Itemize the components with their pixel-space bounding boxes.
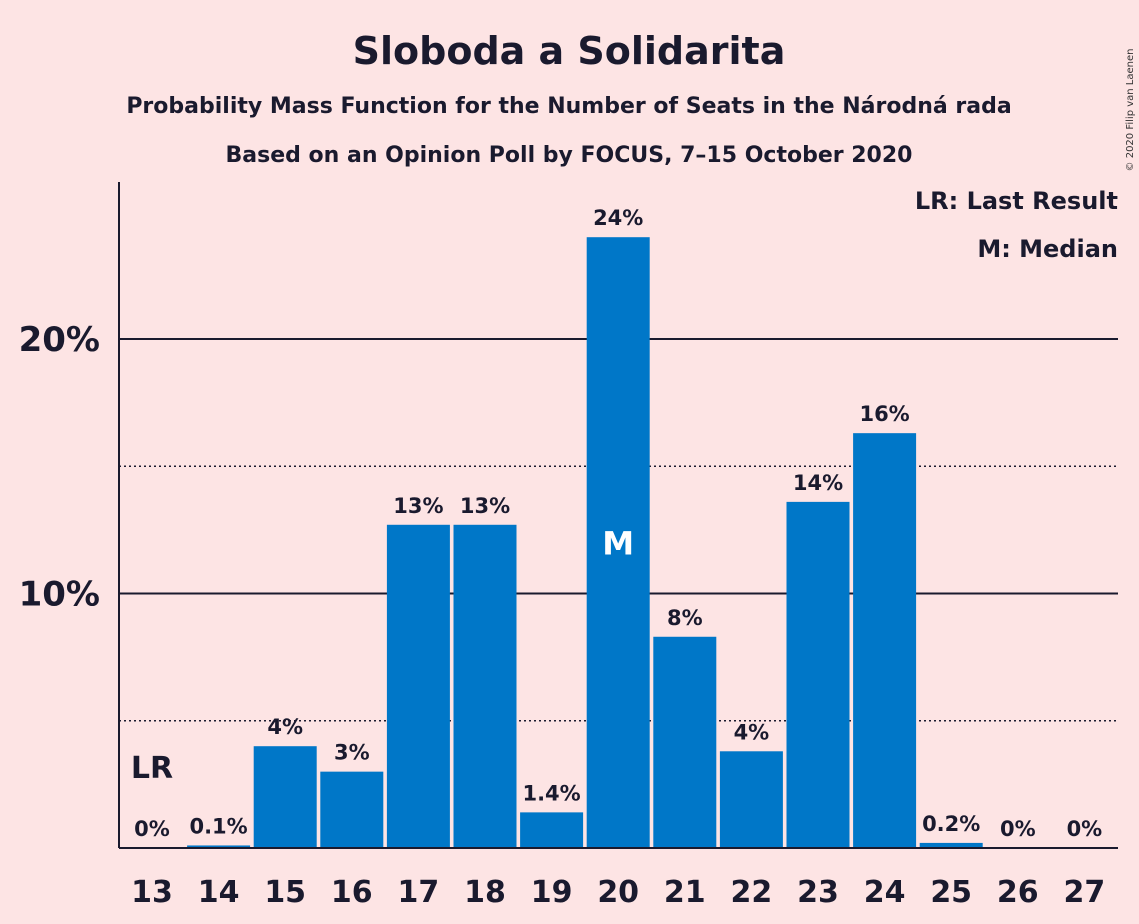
- bar-24: [853, 433, 917, 848]
- y-tick-label-1: 20%: [19, 320, 100, 360]
- x-tick-label-22: 22: [731, 875, 773, 910]
- data-label-18: 13%: [460, 494, 510, 518]
- bar-14: [187, 845, 251, 848]
- x-tick-label-19: 19: [531, 875, 573, 910]
- data-label-13: 0%: [134, 817, 170, 841]
- data-label-24: 16%: [859, 402, 909, 426]
- legend-median: M: Median: [977, 235, 1118, 263]
- bar-23: [786, 501, 850, 848]
- x-tick-label-18: 18: [464, 875, 506, 910]
- bar-18: [453, 524, 517, 848]
- legend-last-result: LR: Last Result: [915, 187, 1118, 215]
- y-axis-ticks: 10% 20%: [19, 320, 100, 615]
- x-tick-label-14: 14: [198, 875, 240, 910]
- data-label-27: 0%: [1067, 817, 1103, 841]
- bar-17: [386, 524, 450, 848]
- data-label-25: 0.2%: [922, 812, 980, 836]
- bar-16: [320, 771, 384, 848]
- x-tick-label-21: 21: [664, 875, 706, 910]
- x-axis-ticks: 13 14 15 16 17 18 19 20 21 22 23 24 25 26 27: [131, 875, 1105, 910]
- bar-15: [253, 746, 317, 848]
- x-tick-label-23: 23: [797, 875, 839, 910]
- chart-subtitle: Probability Mass Function for the Number…: [126, 94, 1011, 119]
- x-tick-label-16: 16: [331, 875, 373, 910]
- bar-22: [719, 751, 783, 848]
- data-label-14: 0.1%: [189, 814, 247, 838]
- data-label-21: 8%: [667, 606, 703, 630]
- data-label-26: 0%: [1000, 817, 1036, 841]
- x-tick-label-27: 27: [1064, 875, 1106, 910]
- x-tick-label-15: 15: [264, 875, 306, 910]
- data-label-20: 24%: [593, 206, 643, 230]
- x-tick-label-24: 24: [864, 875, 906, 910]
- bar-19: [520, 812, 584, 848]
- data-label-23: 14%: [793, 471, 843, 495]
- data-label-22: 4%: [734, 720, 770, 744]
- x-tick-label-25: 25: [930, 875, 972, 910]
- chart-title: Sloboda a Solidarita: [353, 29, 786, 73]
- data-labels: 0% LR 0.1% 4% 3% 13% 13% 1.4% 24% M 8% 4% 14% 16% 0.2%…: [131, 206, 1102, 841]
- y-tick-label-0: 10%: [19, 575, 100, 615]
- median-marker: M: [602, 525, 634, 563]
- x-tick-label-13: 13: [131, 875, 173, 910]
- chart-source: Based on an Opinion Poll by FOCUS, 7–15 …: [226, 143, 913, 168]
- data-label-16: 3%: [334, 741, 370, 765]
- copyright-note: © 2020 Filip van Laenen: [1125, 49, 1136, 172]
- bar-21: [653, 636, 717, 848]
- data-label-15: 4%: [267, 715, 303, 739]
- x-tick-label-26: 26: [997, 875, 1039, 910]
- x-tick-label-17: 17: [398, 875, 440, 910]
- last-result-marker: LR: [131, 751, 173, 786]
- data-label-19: 1.4%: [522, 781, 580, 805]
- bars: [187, 237, 983, 848]
- bar-20: [586, 237, 650, 848]
- x-tick-label-20: 20: [597, 875, 639, 910]
- bar-25: [919, 842, 983, 848]
- data-label-17: 13%: [393, 494, 443, 518]
